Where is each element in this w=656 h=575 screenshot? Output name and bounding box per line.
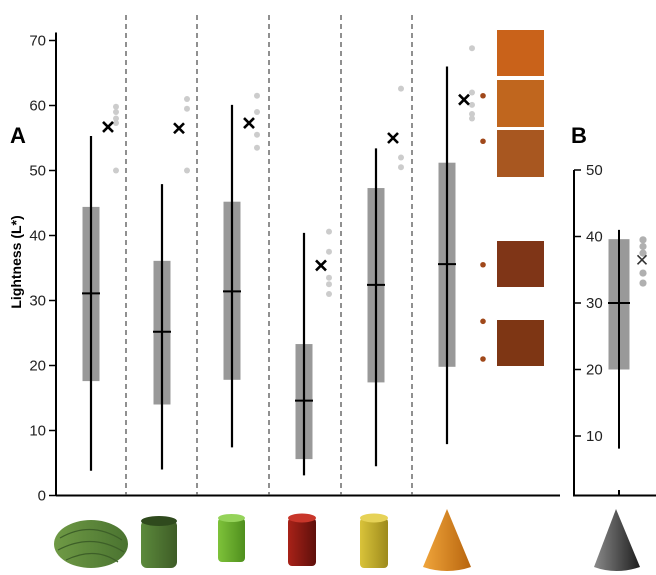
color-swatch (497, 241, 544, 287)
mean-cross-marker-b (636, 254, 648, 265)
mean-cross-marker (173, 122, 185, 135)
panel-label-a: A (10, 123, 26, 148)
candle-top (218, 514, 245, 522)
outlier-dot (469, 89, 475, 96)
panel-label-b: B (571, 123, 587, 148)
outlier-dot-b (639, 236, 647, 244)
outlier-dot-b (639, 279, 647, 287)
y-tick-label: 10 (29, 423, 46, 440)
yarn-texture (57, 528, 125, 563)
outlier-dot (469, 110, 475, 117)
green-candle-icon (218, 518, 245, 562)
y-tick-label: 30 (29, 293, 46, 310)
color-swatch (497, 30, 544, 76)
y-tick-label: 70 (29, 33, 46, 50)
outlier-dot (326, 274, 332, 281)
outlier-dot (184, 167, 190, 174)
panel-b-plot: 10 20 30 40 50 (573, 162, 656, 497)
color-swatch (497, 320, 544, 366)
outlier-dot (254, 144, 260, 151)
outlier-dot (326, 281, 332, 288)
y-tick-label: 20 (29, 358, 46, 375)
y-tick-label-b: 20 (586, 362, 603, 379)
orange-cone-icon (423, 509, 471, 571)
swatch-level-dot (480, 92, 486, 99)
outlier-dot (254, 92, 260, 99)
yellow-candle-icon (360, 518, 388, 568)
outlier-dot (398, 154, 404, 161)
yarn-spool-icon (141, 520, 177, 568)
mean-cross-marker (387, 132, 399, 144)
outlier-dot (469, 101, 475, 108)
outlier-dot (184, 105, 190, 112)
y-tick-label: 40 (29, 228, 46, 245)
y-tick-label-b: 50 (586, 162, 603, 179)
outlier-dot (113, 115, 119, 122)
y-tick-label-b: 10 (586, 428, 603, 445)
outlier-dot (469, 115, 475, 122)
grey-cone-icon (594, 509, 640, 571)
outlier-dot (254, 109, 260, 115)
color-swatch (497, 80, 544, 127)
outlier-dot-b (639, 249, 647, 257)
swatch-level-dot (480, 318, 486, 325)
object-icons (54, 509, 640, 571)
candle-top (360, 513, 388, 523)
mean-cross-marker (315, 259, 327, 272)
outlier-dot (113, 120, 119, 127)
swatch-level-dot (480, 138, 486, 145)
y-tick-label: 0 (38, 488, 46, 505)
candle-top (288, 513, 316, 523)
mean-cross-marker (243, 117, 255, 129)
red-candle-icon (288, 518, 316, 566)
panel-a-plot: 0 10 20 30 40 50 60 70 (29, 15, 560, 505)
outlier-dot (113, 167, 119, 174)
outlier-dot (326, 228, 332, 235)
outlier-dot (113, 109, 119, 115)
swatch-level-dot (480, 261, 486, 268)
outlier-dot-b (639, 242, 647, 251)
y-tick-label: 50 (29, 163, 46, 180)
mean-cross-marker (102, 121, 114, 133)
y-axis-label: Lightness (L*) (8, 215, 24, 308)
outlier-dot (326, 291, 332, 297)
y-tick-label: 60 (29, 98, 46, 115)
y-tick-label-b: 40 (586, 229, 603, 246)
y-tick-label-b: 30 (586, 295, 603, 312)
mean-cross-marker (458, 93, 470, 106)
outlier-dot (469, 45, 475, 52)
spool-top (141, 516, 177, 526)
outlier-dot (113, 103, 119, 110)
outlier-dot (398, 164, 404, 171)
color-swatch (497, 130, 544, 177)
outlier-dot (254, 131, 260, 138)
swatch-level-dot (480, 356, 486, 362)
outlier-dot-b (639, 269, 647, 277)
outlier-dot (184, 96, 190, 102)
outlier-dot (398, 85, 404, 92)
outlier-dot (326, 248, 332, 255)
